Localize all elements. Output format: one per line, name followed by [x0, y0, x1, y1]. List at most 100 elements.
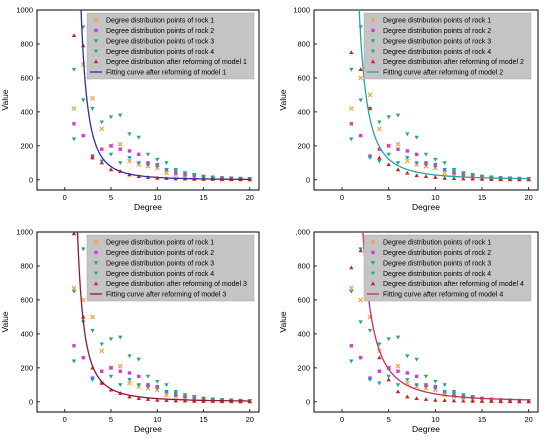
legend-marker	[93, 239, 99, 245]
data-point	[424, 383, 428, 387]
data-point	[405, 170, 410, 175]
x-tick-label: 0	[340, 193, 344, 202]
data-point	[414, 383, 419, 388]
data-point	[127, 132, 132, 137]
data-point	[117, 363, 123, 369]
data-point-stroke-b	[164, 392, 169, 398]
data-point	[442, 390, 447, 394]
data-point	[71, 106, 77, 111]
y-tick-label: 400	[297, 329, 310, 338]
legend-label: Degree distribution points of rock 3	[383, 260, 491, 267]
x-tick-label: 15	[199, 193, 207, 202]
legend-box	[363, 12, 532, 80]
data-point	[405, 149, 410, 153]
data-point-stroke-b	[442, 170, 448, 176]
data-point	[433, 164, 438, 169]
data-point	[367, 328, 373, 333]
data-point-stroke-b	[348, 106, 354, 111]
legend-item: Degree distribution points of rock 3	[93, 260, 214, 267]
data-point	[201, 174, 206, 179]
data-point	[247, 399, 252, 404]
data-point	[108, 167, 114, 172]
x-tick-label: 20	[524, 193, 532, 202]
legend-label: Fitting curve after reforming of model 4	[383, 292, 503, 299]
data-point	[414, 152, 419, 157]
legend-marker	[370, 59, 376, 64]
y-tick-label: 600	[297, 295, 310, 304]
data-point	[71, 137, 77, 142]
data-point	[395, 141, 401, 147]
series-fit2	[358, 10, 529, 180]
legend-item: Degree distribution points of rock 1	[370, 17, 491, 25]
legend-label: Degree distribution points of rock 2	[106, 28, 214, 35]
data-point	[99, 380, 104, 385]
legend-marker-stroke-b	[93, 239, 99, 245]
data-point	[442, 170, 448, 176]
data-point	[358, 98, 363, 103]
legend-label: Degree distribution points of rock 3	[106, 38, 214, 45]
data-point	[71, 232, 77, 236]
data-point	[358, 355, 363, 360]
data-point	[386, 374, 391, 379]
data-point	[461, 398, 466, 403]
data-point	[433, 175, 438, 179]
data-point	[155, 162, 159, 167]
legend-item: Degree distribution points of rock 2	[94, 250, 214, 257]
data-point	[164, 390, 169, 394]
data-point	[81, 355, 85, 360]
legend-label: Degree distribution after reforming of m…	[106, 59, 247, 66]
legend-marker-stroke-b	[370, 17, 376, 23]
data-point	[99, 120, 104, 125]
data-point	[136, 135, 141, 140]
data-point-stroke-b	[358, 297, 364, 303]
data-point-stroke-b	[164, 170, 169, 176]
data-point	[145, 397, 151, 401]
y-tick-label: 400	[297, 107, 310, 116]
data-point-stroke-b	[90, 95, 95, 101]
plot-area	[71, 232, 253, 404]
legend-label: Degree distribution points of rock 1	[106, 18, 214, 25]
data-point	[489, 399, 494, 403]
data-point	[423, 162, 429, 167]
y-tick-label: 200	[297, 141, 310, 150]
y-tick-label: 200	[20, 363, 33, 372]
data-point	[99, 348, 105, 354]
data-point	[349, 122, 354, 126]
data-point	[377, 155, 382, 160]
data-point	[182, 171, 188, 176]
data-point	[358, 75, 364, 81]
x-tick-label: 0	[340, 415, 344, 424]
y-tick-label: 200	[297, 363, 310, 372]
legend-item: Degree distribution points of rock 4	[93, 271, 214, 278]
data-point	[137, 152, 141, 157]
legend-item: Degree distribution points of rock 3	[370, 38, 491, 45]
data-point-stroke-b	[367, 92, 373, 98]
x-axis-label: Degree	[134, 202, 162, 212]
data-point	[517, 399, 522, 404]
data-point	[414, 161, 419, 166]
data-point	[100, 369, 104, 373]
data-point	[349, 344, 354, 348]
data-point	[377, 381, 382, 386]
legend: Degree distribution points of rock 1 Degr…	[86, 12, 255, 80]
legend-item: Degree distribution points of rock 1	[370, 239, 491, 247]
data-point	[470, 176, 475, 181]
data-point-stroke-b	[395, 363, 401, 369]
data-point	[405, 354, 410, 359]
data-point	[386, 377, 391, 382]
fitting-curve	[80, 10, 250, 181]
chart-panel-4: 0 200 400 600 800 ,000 0 5 10 15 20 Degree Value Degr…	[278, 228, 539, 434]
data-point	[395, 389, 401, 394]
data-point	[377, 369, 382, 373]
legend-label: Degree distribution points of rock 1	[383, 18, 491, 25]
data-point	[451, 176, 457, 181]
x-tick-label: 5	[387, 193, 391, 202]
data-point	[423, 174, 429, 179]
y-tick-label: 800	[20, 39, 33, 48]
legend: Degree distribution points of rock 1 Degr…	[363, 12, 532, 80]
y-axis-label: Value	[278, 311, 288, 332]
data-point	[386, 337, 391, 342]
data-point	[90, 378, 95, 382]
legend-label: Degree distribution points of rock 4	[106, 271, 214, 278]
data-point	[414, 396, 419, 401]
